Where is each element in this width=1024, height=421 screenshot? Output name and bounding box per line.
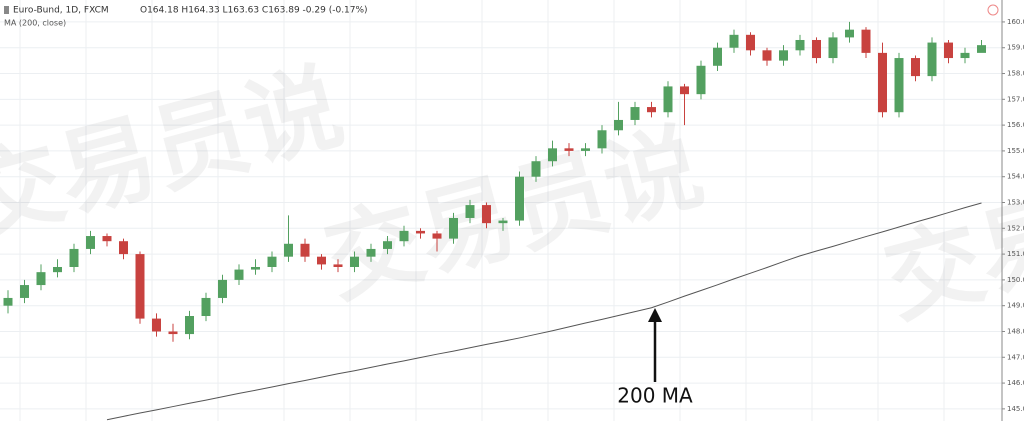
candle-body — [36, 272, 46, 286]
candle-body — [251, 266, 260, 270]
symbol: Euro-Bund, 1D, FXCM — [13, 6, 109, 16]
candle-body — [284, 243, 293, 257]
candle-body — [564, 148, 574, 151]
candle-body — [218, 279, 227, 298]
candle-body — [828, 37, 838, 59]
annotation-label: 200 MA — [617, 384, 693, 408]
candle-body — [944, 42, 953, 59]
candle-body — [350, 256, 359, 267]
candle-body — [647, 107, 656, 113]
y-tick-label: 146.00 — [1007, 379, 1024, 387]
candle-body — [680, 86, 689, 95]
candle-body — [449, 217, 458, 239]
alert-icon[interactable] — [987, 4, 999, 16]
y-tick-label: 156.00 — [1007, 121, 1024, 129]
candle-body — [399, 230, 409, 242]
candle-body — [927, 42, 937, 77]
candle-body — [696, 65, 706, 95]
y-tick-label: 150.00 — [1007, 276, 1024, 284]
candle-body — [845, 29, 854, 38]
candle-body — [482, 205, 491, 224]
annotation: 200 MA — [617, 308, 693, 408]
grid — [0, 0, 1002, 421]
plot — [3, 21, 986, 421]
candle-body — [3, 297, 13, 306]
candle-body — [663, 86, 673, 113]
y-tick-label: 158.00 — [1007, 70, 1024, 78]
candle-body — [185, 316, 194, 335]
candle-body — [878, 52, 887, 113]
candle-body — [432, 233, 442, 239]
candle-body — [581, 148, 590, 151]
candle-body — [729, 34, 739, 48]
symbol-icon — [4, 6, 9, 14]
candle-body — [366, 248, 376, 257]
candle-body — [267, 256, 277, 267]
candle-body — [812, 39, 821, 59]
candle-body — [614, 119, 623, 131]
header: Euro-Bund, 1D, FXCM O164.18 H164.33 L163… — [4, 4, 999, 28]
candle-body — [317, 256, 326, 265]
candle-body — [746, 34, 755, 51]
ma-line — [106, 202, 982, 421]
candle-body — [498, 220, 508, 224]
y-tick-label: 147.00 — [1007, 353, 1024, 361]
candle-body — [86, 236, 95, 249]
y-tick-label: 157.00 — [1007, 95, 1024, 103]
candle-body — [201, 297, 211, 317]
candle-body — [960, 52, 970, 59]
candle-body — [135, 254, 145, 319]
y-tick-label: 145.00 — [1007, 405, 1024, 413]
candle-body — [977, 45, 986, 53]
candle-body — [713, 47, 722, 66]
candle-body — [762, 50, 772, 61]
candle-body — [69, 248, 79, 267]
candle-body — [168, 331, 178, 335]
candle-body — [416, 230, 425, 234]
y-tick-label: 148.00 — [1007, 327, 1024, 335]
candle-body — [383, 241, 392, 249]
candle-body — [152, 318, 161, 332]
y-tick-label: 159.00 — [1007, 44, 1024, 52]
candle-body — [20, 285, 29, 298]
indicator-label: MA (200, close) — [4, 19, 66, 28]
candle-body — [465, 205, 475, 218]
candle-body — [630, 107, 640, 120]
candle-body — [119, 241, 128, 255]
candle-body — [548, 148, 557, 162]
candle-body — [597, 130, 607, 149]
y-tick-label: 153.00 — [1007, 199, 1024, 207]
y-tick-label: 152.00 — [1007, 224, 1024, 232]
candle-body — [300, 243, 310, 257]
candle-body — [894, 58, 904, 113]
candle-body — [779, 50, 788, 61]
y-tick-label: 155.00 — [1007, 147, 1024, 155]
y-tick-label: 160.00 — [1007, 18, 1024, 26]
y-tick-label: 151.00 — [1007, 250, 1024, 258]
candle-body — [333, 264, 343, 267]
arrow-head — [648, 308, 662, 322]
y-tick-label: 149.00 — [1007, 302, 1024, 310]
candle-body — [53, 266, 62, 273]
candle-body — [911, 58, 920, 77]
price-axis: 160.00 159.00 158.00 157.00 156.00 155.00 154.… — [1002, 18, 1024, 413]
ohlc-legend: O164.18 H164.33 L163.63 C163.89 -0.29 (-… — [140, 6, 368, 16]
candle-body — [795, 39, 805, 51]
candle-body — [861, 29, 871, 53]
candle-body — [102, 236, 112, 242]
y-tick-label: 154.00 — [1007, 173, 1024, 181]
candle-body — [515, 176, 524, 221]
candle-body — [234, 269, 244, 280]
candle-body — [531, 161, 541, 177]
